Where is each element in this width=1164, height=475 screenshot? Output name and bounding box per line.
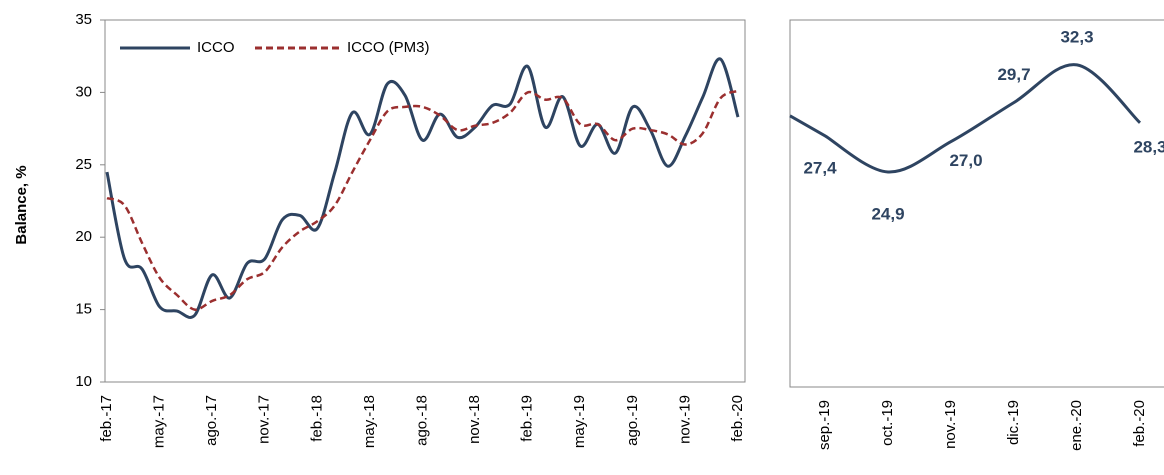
series-line (105, 57, 740, 319)
y-tick-label: 20 (75, 228, 92, 245)
x-tick-label: feb.-20 (1131, 400, 1148, 447)
series-line (789, 63, 1142, 174)
x-tick-label: ago.-18 (413, 395, 430, 446)
value-label: 24,9 (871, 204, 904, 223)
value-label: 32,3 (1060, 27, 1093, 46)
x-tick-label: feb.-20 (729, 395, 746, 442)
legend-label: ICCO (PM3) (347, 39, 430, 56)
y-tick-label: 10 (75, 373, 92, 390)
x-tick-label: sep.-19 (816, 400, 833, 450)
y-tick-label: 15 (75, 301, 92, 318)
x-tick-label: nov.-19 (676, 395, 693, 444)
value-label: 27,4 (803, 158, 837, 177)
x-tick-label: dic.-19 (1005, 400, 1022, 445)
x-tick-label: may.-18 (361, 395, 378, 448)
y-tick-label: 35 (75, 11, 92, 28)
x-tick-label: nov.-18 (466, 395, 483, 444)
value-label: 27,0 (949, 151, 982, 170)
y-tick-label: 30 (75, 83, 92, 100)
x-tick-label: ene.-20 (1068, 400, 1085, 451)
series-line (106, 89, 739, 311)
y-axis-label: Balance, % (13, 165, 30, 244)
x-tick-label: ago.-17 (203, 395, 220, 446)
x-tick-label: oct.-19 (879, 400, 896, 446)
x-tick-label: ago.-19 (624, 395, 641, 446)
x-tick-label: may.-19 (571, 395, 588, 448)
plot-frame (789, 19, 1164, 388)
x-tick-label: nov.-19 (942, 400, 959, 449)
value-label: 28,3 (1133, 137, 1164, 156)
plot-frame (104, 19, 746, 383)
value-label: 29,7 (997, 65, 1030, 84)
x-tick-label: may.-17 (151, 395, 168, 448)
legend-label: ICCO (197, 39, 235, 56)
x-tick-label: feb.-19 (519, 395, 536, 442)
x-tick-label: feb.-17 (98, 395, 115, 442)
y-tick-label: 25 (75, 156, 92, 173)
x-tick-label: nov.-17 (256, 395, 273, 444)
x-tick-label: feb.-18 (308, 395, 325, 442)
